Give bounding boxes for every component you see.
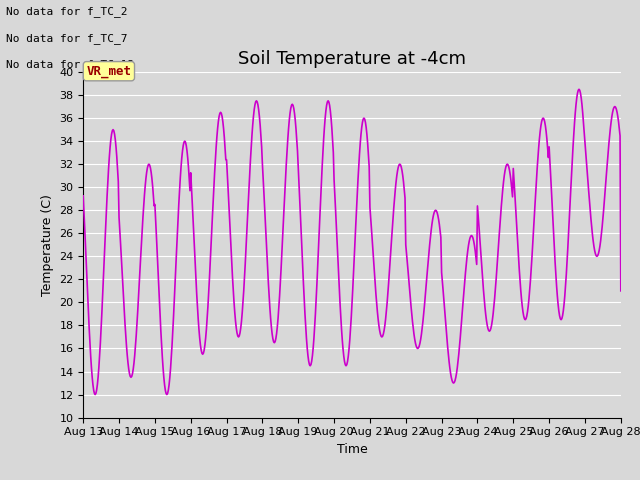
Text: No data for f_TC_7: No data for f_TC_7 bbox=[6, 33, 128, 44]
Title: Soil Temperature at -4cm: Soil Temperature at -4cm bbox=[238, 49, 466, 68]
Text: No data for f_TC_2: No data for f_TC_2 bbox=[6, 6, 128, 17]
Text: VR_met: VR_met bbox=[86, 65, 131, 78]
Y-axis label: Temperature (C): Temperature (C) bbox=[41, 194, 54, 296]
Text: No data for f_TC_12: No data for f_TC_12 bbox=[6, 59, 134, 70]
X-axis label: Time: Time bbox=[337, 443, 367, 456]
